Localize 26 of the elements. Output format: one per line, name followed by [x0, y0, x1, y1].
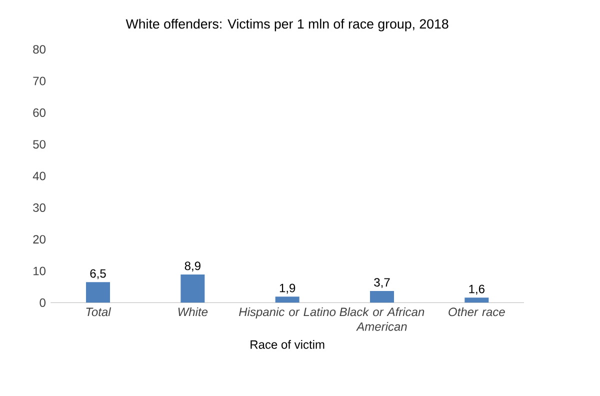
chart-title: White offenders: Victims per 1 mln of race group, 2018 — [126, 18, 448, 32]
x-tick-label: Black or African American — [340, 307, 424, 331]
x-tick-label: Hispanic or Latino — [239, 307, 336, 319]
y-tick-label: 0 — [40, 298, 46, 307]
bar — [275, 296, 300, 303]
y-tick-label: 50 — [33, 140, 46, 149]
data-label: 1,9 — [280, 284, 296, 294]
y-tick-label: 10 — [34, 266, 46, 276]
data-label: 8,9 — [184, 262, 200, 272]
x-tick-label: Other race — [448, 307, 505, 316]
y-tick-label: 80 — [33, 45, 46, 54]
data-label: 6,5 — [90, 269, 106, 280]
bar — [370, 290, 394, 303]
y-tick-label: 40 — [32, 172, 46, 180]
y-tick-label: 60 — [33, 108, 46, 117]
data-label: 1,6 — [469, 284, 484, 295]
x-tick-label: Total — [86, 307, 112, 316]
y-tick-label: 70 — [33, 76, 46, 86]
data-label: 3,7 — [374, 278, 390, 288]
bar — [86, 282, 110, 303]
bar — [464, 298, 489, 303]
x-axis-title: Race of victim — [250, 340, 324, 349]
y-tick-label: 20 — [33, 235, 46, 244]
x-tick-label: White — [178, 307, 208, 316]
bar — [180, 274, 205, 303]
y-tick-label: 30 — [33, 203, 46, 212]
